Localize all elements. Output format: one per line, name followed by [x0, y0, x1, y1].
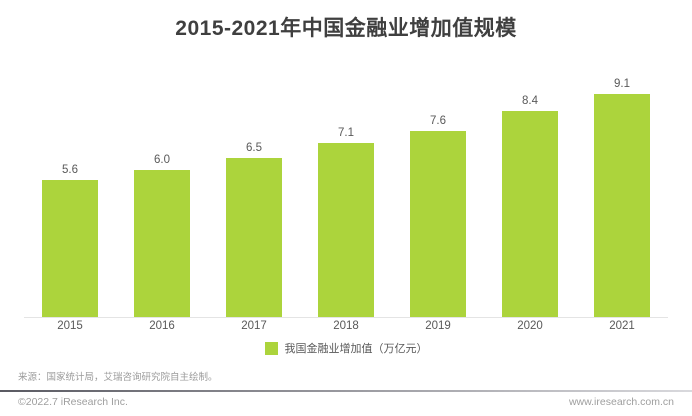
footer-website: www.iresearch.com.cn	[568, 396, 674, 408]
bar-column: 5.6	[24, 164, 116, 317]
footer-bar: ©2022.7 iResearch Inc. www.iresearch.com…	[0, 396, 692, 408]
bar-value-label: 7.6	[430, 115, 446, 127]
legend-label: 我国金融业增加值（万亿元）	[284, 343, 428, 355]
bar-value-label: 7.1	[338, 127, 354, 139]
legend-swatch-icon	[264, 341, 278, 355]
footer-copyright: ©2022.7 iResearch Inc.	[18, 396, 128, 408]
bar-value-label: 6.5	[246, 142, 262, 154]
bar-value-label: 8.4	[522, 95, 538, 107]
x-axis-label: 2015	[57, 320, 83, 332]
bar-column: 7.1	[300, 127, 392, 317]
footer-divider	[0, 390, 692, 392]
bar-value-label: 6.0	[154, 154, 170, 166]
x-axis-label: 2019	[425, 320, 451, 332]
bar	[318, 143, 374, 317]
x-axis-label: 2017	[241, 320, 267, 332]
bar	[226, 158, 282, 317]
bar-column: 7.6	[392, 115, 484, 317]
x-axis-labels: 2015 2016 2017 2018 2019 2020 2021	[24, 320, 668, 332]
chart-title: 2015-2021年中国金融业增加值规模	[175, 17, 517, 40]
bar-chart-plot-area: 5.6 6.0 6.5 7.1 7.6 8.4 9.1	[24, 77, 668, 318]
bar	[502, 111, 558, 317]
x-axis-label: 2020	[517, 320, 543, 332]
bar-column: 8.4	[484, 95, 576, 317]
bar	[42, 180, 98, 317]
x-axis-label: 2018	[333, 320, 359, 332]
bar	[134, 170, 190, 317]
chart-legend: 我国金融业增加值（万亿元）	[0, 340, 692, 356]
x-axis-label: 2021	[609, 320, 635, 332]
bar-column: 6.0	[116, 154, 208, 317]
bar-value-label: 5.6	[62, 164, 78, 176]
bar	[594, 94, 650, 317]
bar-column: 9.1	[576, 78, 668, 317]
source-note: 来源：国家统计局，艾瑞咨询研究院自主绘制。	[18, 372, 218, 383]
x-axis-label: 2016	[149, 320, 175, 332]
bar-value-label: 9.1	[614, 78, 630, 90]
bar	[410, 131, 466, 317]
bar-column: 6.5	[208, 142, 300, 317]
